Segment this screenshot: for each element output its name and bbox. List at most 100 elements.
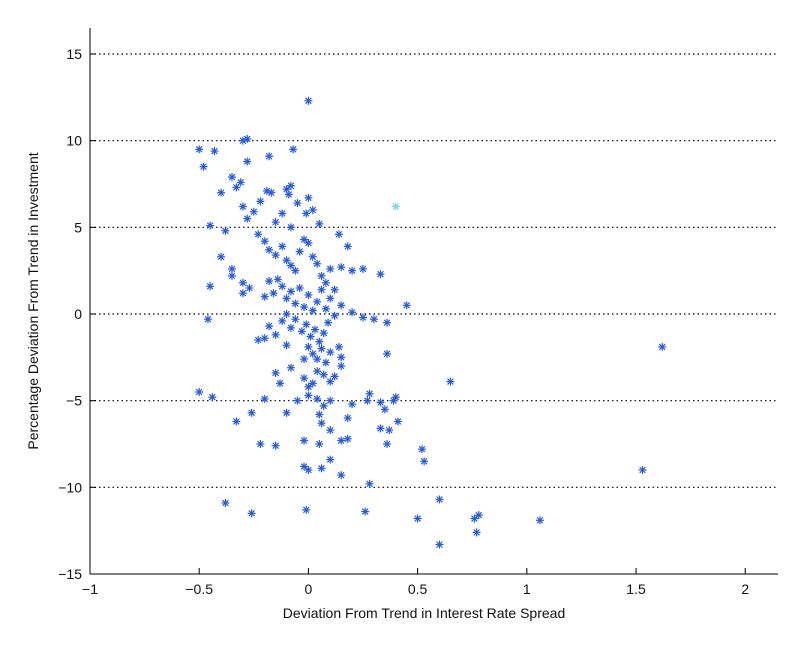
data-point [343,242,352,251]
data-point [195,388,204,396]
data-point [326,426,335,435]
data-point [227,264,236,273]
data-point [317,271,326,280]
data-point [286,363,295,372]
data-point [393,417,402,426]
data-point [265,322,274,331]
data-point [348,266,357,275]
data-point [254,336,263,344]
data-point [260,237,269,246]
data-point [217,252,226,261]
data-point [337,362,346,370]
data-point [391,393,400,402]
data-point [243,214,252,223]
data-point [199,162,208,171]
x-tick-label: 1 [523,581,531,597]
grid [90,53,778,488]
data-point [247,408,256,417]
data-point [302,505,311,514]
data-point [361,507,370,516]
data-point [300,462,309,471]
y-tick-label: 5 [74,219,82,235]
data-point [304,342,313,351]
data-point [195,145,204,154]
data-point [243,157,252,166]
data-point [319,329,328,338]
data-point [359,264,368,273]
data-point [315,410,324,419]
data-point [210,147,219,156]
data-point [278,282,287,291]
data-point [343,414,352,422]
data-point [326,294,335,303]
data-point [286,261,295,270]
data-point [304,290,313,299]
data-point [300,436,309,445]
data-point [289,145,298,154]
data-point [313,367,322,376]
data-point [326,264,335,273]
data-point [313,297,322,306]
data-point [282,408,291,417]
data-point [271,218,280,227]
data-point [256,440,265,448]
data-point [304,96,313,105]
y-tick-label: −15 [58,566,82,582]
y-tick-label: 15 [66,46,82,62]
data-point [326,348,335,357]
x-tick-label: −0.5 [185,581,213,597]
data-point [232,417,241,426]
data-point [337,263,346,272]
data-point [321,358,330,367]
data-point [302,209,311,218]
data-point [278,316,287,325]
axes [89,28,778,575]
data-point [286,181,295,190]
data-point [348,400,357,409]
data-point [269,289,278,298]
data-point [286,223,295,232]
data-point [265,245,274,254]
data-points [195,96,667,549]
data-point [313,394,322,403]
data-point [376,270,385,279]
data-point [317,344,326,353]
data-point [278,242,287,251]
data-point [535,516,544,525]
data-point [313,259,322,268]
data-point [221,226,230,235]
data-point [221,498,230,507]
data-point [271,330,280,339]
data-point [276,379,285,388]
data-point [260,334,269,343]
data-point [254,230,263,239]
ticks: −15 −10 −5 0 5 10 15 −1 −0.5 0 0.5 1 1.5 2 [58,46,749,597]
data-point [304,238,313,247]
y-axis-title: Percentage Deviation From Trend in Inves… [25,152,41,449]
data-point [337,436,346,445]
data-point [317,419,326,428]
data-point [315,337,324,346]
data-point [217,188,226,197]
data-point [282,310,291,318]
data-point [326,455,335,464]
x-tick-label: 2 [741,581,749,597]
data-point [385,426,394,435]
data-point [446,377,455,386]
data-point [369,315,378,324]
data-point [383,349,392,358]
data-point [300,355,309,364]
data-point [238,136,247,145]
data-point [417,445,426,454]
data-point [337,471,346,480]
data-point [271,251,280,260]
data-point [304,466,313,474]
data-point [638,466,647,474]
data-point [383,440,392,448]
x-tick-label: 1.5 [626,581,646,597]
data-point [267,188,276,197]
data-point [391,202,400,211]
data-point [383,318,392,327]
data-point [291,315,300,324]
